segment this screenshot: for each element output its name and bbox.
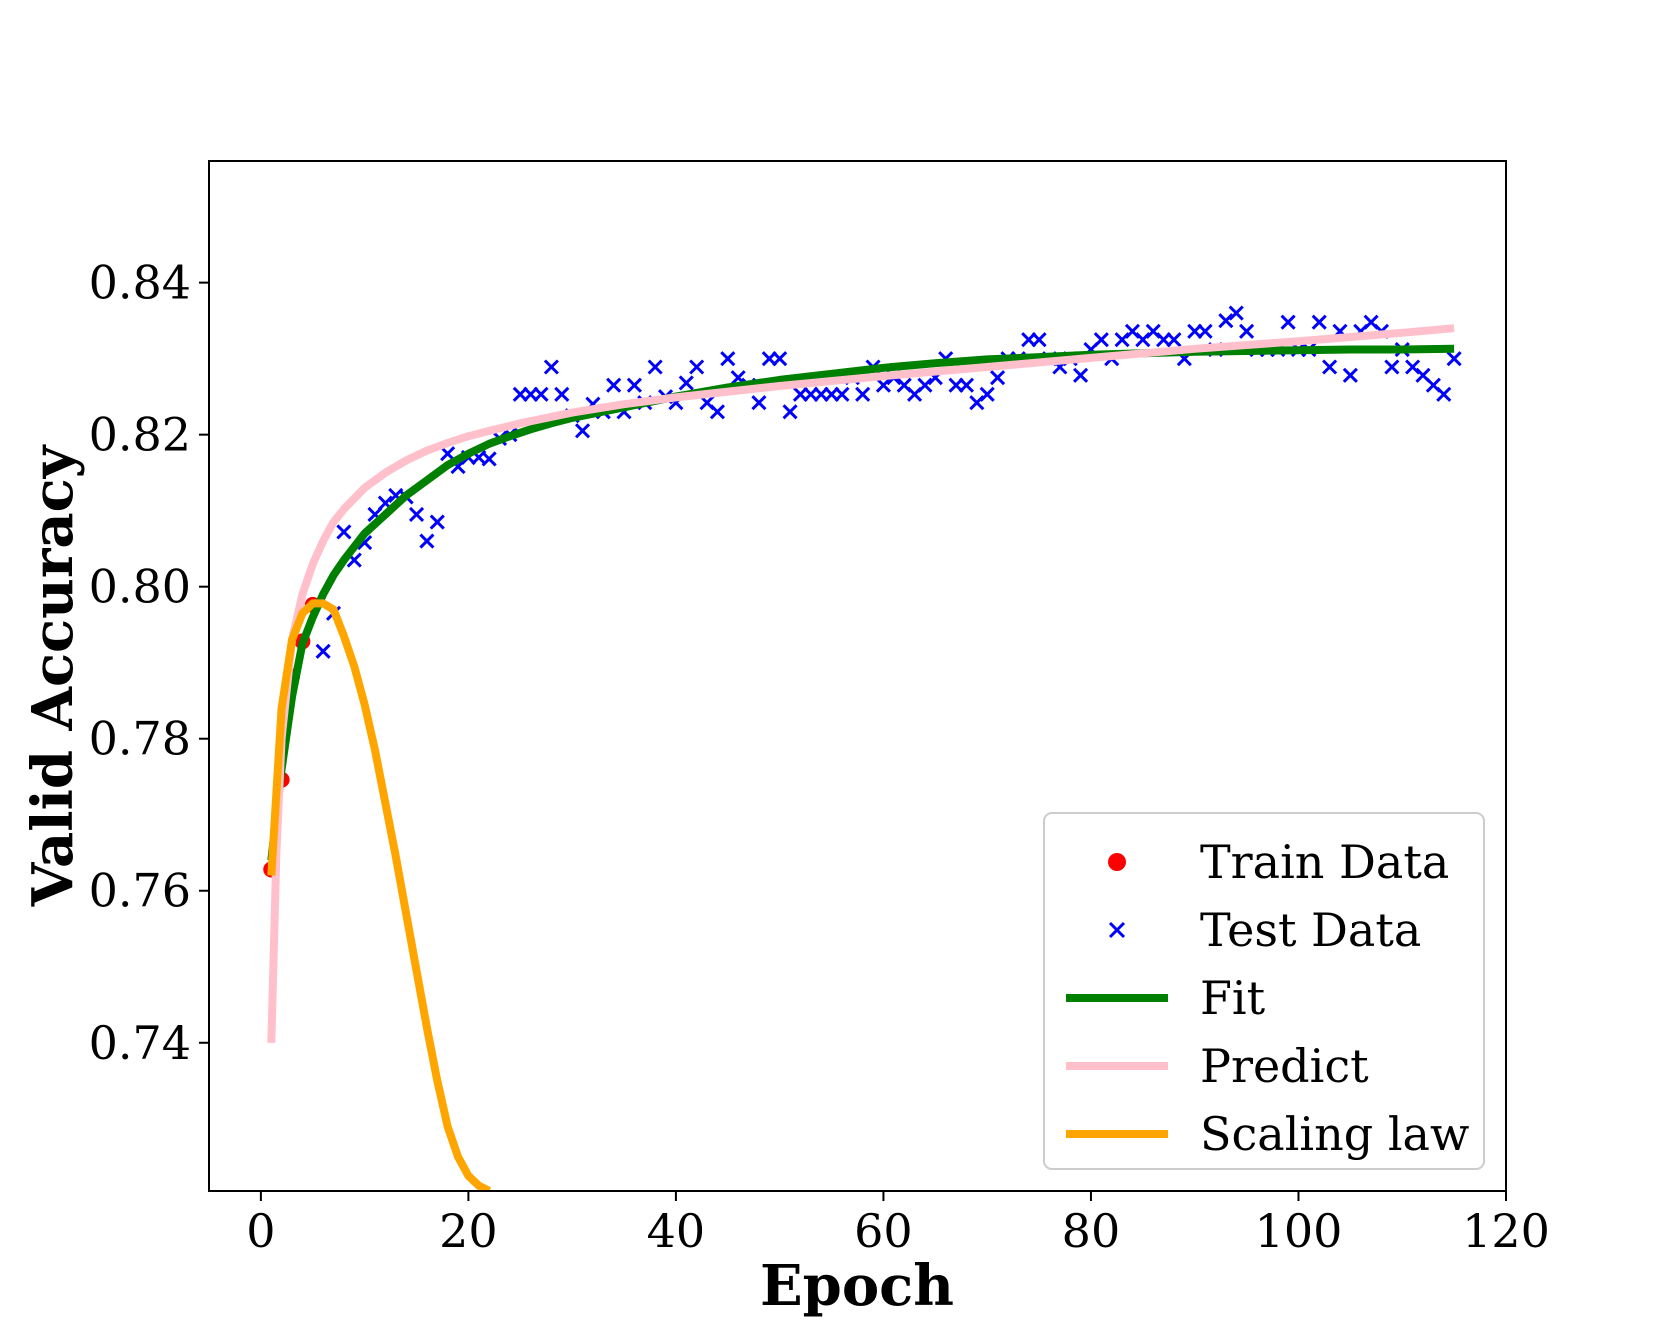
legend: Train Data Test Data Fit Predict Scaling law [1043,812,1485,1170]
test-data-point [990,370,1006,386]
test-data-point [834,386,850,402]
test-data-point [772,351,788,367]
x-tick-label: 120 [1462,1204,1550,1258]
test-data-point [606,377,622,393]
test-data-point [1446,351,1462,367]
legend-label-scaling-law: Scaling law [1200,1107,1469,1161]
test-data-point [647,359,663,375]
test-data-point [709,404,725,420]
test-data-point [408,506,425,523]
ticks-layer: 0 20 40 60 80 100 120 0.74 0.76 0.78 0.80 0.82 0.84 [89,256,1550,1258]
test-data-point [855,386,871,402]
legend-swatch-train-data [1108,853,1126,871]
test-data-point [875,377,892,393]
test-data-point [1239,323,1255,339]
y-tick-label: 0.78 [89,712,191,766]
test-data-point [481,451,497,467]
test-data-point [440,446,456,462]
x-tick-label: 40 [647,1204,706,1258]
test-data-point [419,533,435,549]
legend-label-fit: Fit [1200,971,1266,1025]
y-tick-label: 0.74 [89,1016,191,1070]
test-data-point [533,386,549,402]
test-data-point [554,386,570,402]
legend-label-test-data: Test Data [1200,903,1421,957]
test-data-point [782,404,798,420]
test-data-point [315,643,331,659]
test-data-point [1322,359,1338,375]
test-data-point [1228,305,1244,321]
test-data-point [1342,367,1358,383]
legend-label-predict: Predict [1200,1039,1369,1093]
y-tick-label: 0.76 [89,864,191,918]
test-data-point [958,377,975,393]
series-layer [263,305,1462,1191]
test-data-point [689,359,705,375]
test-data-point [917,377,933,393]
x-tick-label: 0 [246,1204,275,1258]
test-data-point [1073,367,1089,383]
predict-line [267,324,1455,1043]
legend-label-train-data: Train Data [1200,835,1449,889]
test-data-point [720,351,736,367]
legend-box [1043,812,1485,1170]
legend-swatch-test-data [1108,921,1126,939]
x-tick-label: 80 [1062,1204,1121,1258]
test-data-point [574,423,591,439]
test-data-point [1280,314,1296,330]
x-tick-label: 20 [439,1204,498,1258]
test-data-point [1197,323,1213,339]
test-data-point [1311,314,1327,330]
x-axis-title: Epoch [760,1253,954,1319]
y-axis-title: Valid Accuracy [20,444,86,907]
scaling-law-line [267,599,492,1191]
x-tick-label: 100 [1255,1204,1343,1258]
x-tick-label: 60 [854,1204,913,1258]
test-data-point [1093,332,1109,348]
test-data-point [751,395,767,411]
test-data-point [1384,359,1400,375]
test-data-point [979,386,995,402]
test-data-point [543,359,559,375]
y-tick-label: 0.84 [89,256,191,310]
test-data-point [1436,386,1452,402]
y-tick-label: 0.80 [89,560,191,614]
plot-frame [208,160,1507,1192]
test-data-point [626,377,642,393]
test-data-point [678,375,694,391]
test-data-point [336,524,352,540]
test-data-point [429,514,445,530]
test-data-point [1166,332,1182,348]
test-data-point [1218,313,1234,329]
y-tick-label: 0.82 [89,408,191,462]
test-data-point [1031,332,1047,348]
